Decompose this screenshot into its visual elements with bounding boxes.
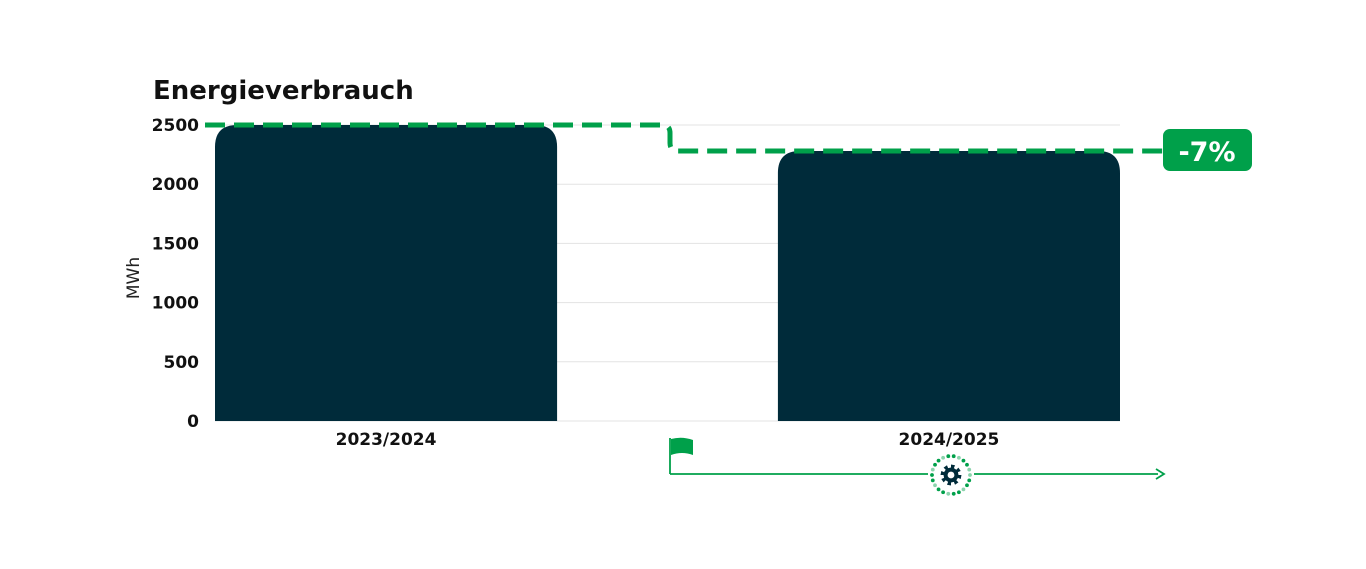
x-tick-label: 2024/2025 [899, 430, 1000, 450]
chart-title: Energieverbrauch [153, 76, 414, 106]
x-tick-label: 2023/2024 [336, 430, 437, 450]
gear-icon [930, 454, 972, 496]
trend-dashed-line [205, 122, 1168, 154]
y-tick-label: 2000 [152, 175, 199, 195]
gear-ring-dot [965, 483, 969, 488]
gear-ring-dot [930, 467, 935, 472]
bar-1 [777, 151, 1120, 421]
x-tick-labels: 2023/2024 2024/2025 [336, 430, 1000, 450]
gear-ring-dot [956, 455, 961, 460]
gear-ring-dot [965, 462, 969, 467]
gear-ring-dot [933, 483, 937, 488]
y-tick-labels: 0 500 1000 1500 2000 2500 [152, 116, 199, 432]
gear-ring-dot [961, 487, 966, 492]
arrow-right-icon [1155, 468, 1166, 480]
gear-hole [947, 471, 955, 479]
y-tick-label: 0 [187, 412, 199, 432]
gear-ring-dot [951, 491, 956, 496]
bars [215, 125, 1120, 421]
bar-0 [215, 125, 558, 421]
gear-ring-dot [941, 490, 946, 495]
gear-ring-dot [951, 454, 956, 459]
gear-ring-dot [968, 473, 972, 477]
flag-shape [671, 437, 693, 455]
y-tick-label: 1000 [152, 294, 199, 314]
gear-ring-dot [933, 462, 937, 467]
gear-ring-dot [967, 478, 972, 483]
change-badge-background [1163, 129, 1252, 171]
timeline [669, 437, 1166, 496]
gear-ring-dot [961, 458, 966, 463]
flag-icon [671, 437, 693, 455]
change-badge: -7% [1163, 129, 1252, 171]
gear-ring-dot [930, 478, 935, 483]
gear-ring-dot [936, 458, 941, 463]
gear-ring-dot [930, 473, 934, 477]
gear-ring-dot [956, 490, 961, 495]
gear-ring-dot [946, 491, 951, 496]
gear-ring-dot [941, 455, 946, 460]
y-tick-label: 1500 [152, 234, 199, 254]
y-tick-label: 500 [164, 353, 200, 373]
y-axis-label: MWh [124, 257, 144, 299]
gear-ring-dot [967, 467, 972, 472]
y-tick-label: 2500 [152, 116, 199, 136]
change-badge-label: -7% [1178, 137, 1235, 168]
gear-ring-dot [936, 487, 941, 492]
gear-ring-dot [946, 454, 951, 459]
